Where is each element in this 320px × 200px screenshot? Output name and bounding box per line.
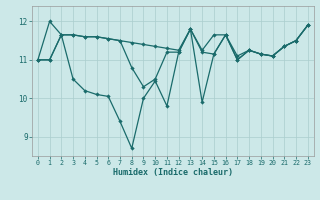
X-axis label: Humidex (Indice chaleur): Humidex (Indice chaleur): [113, 168, 233, 177]
